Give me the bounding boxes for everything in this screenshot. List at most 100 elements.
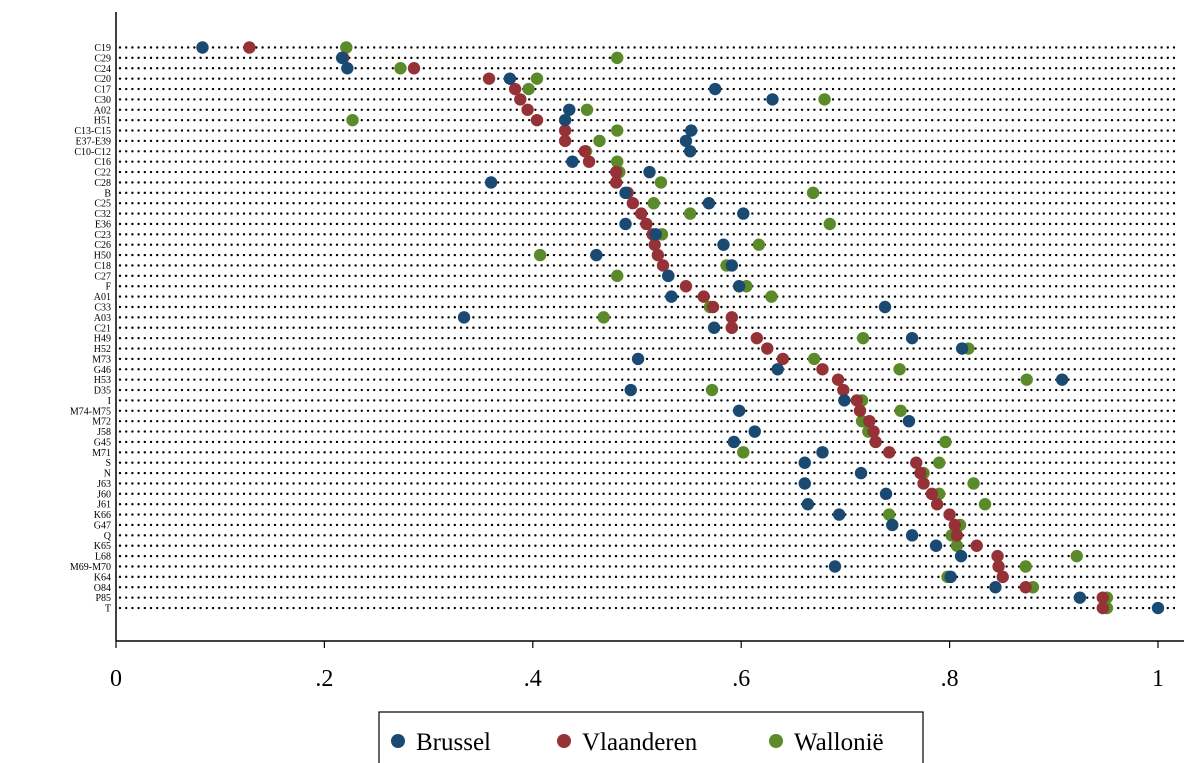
point-walloni--h50 xyxy=(533,248,547,262)
y-tick-c10-c12: C10-C12 xyxy=(74,147,111,158)
y-tick-c29: C29 xyxy=(94,53,111,64)
y-tick-c28: C28 xyxy=(94,178,111,189)
point-vlaanderen-c18 xyxy=(656,259,670,272)
y-tick-t: T xyxy=(105,604,111,615)
legend-marker-wallonie xyxy=(769,734,783,748)
y-tick-h51: H51 xyxy=(94,116,111,127)
y-tick-m73: M73 xyxy=(92,354,111,365)
y-tick-c18: C18 xyxy=(94,261,111,272)
point-walloni--h51 xyxy=(346,113,359,127)
point-walloni--c16 xyxy=(611,155,624,168)
point-walloni--g46 xyxy=(893,363,906,376)
point-walloni--c13-c15 xyxy=(611,124,624,137)
point-vlaanderen-e37-e39 xyxy=(558,134,572,148)
point-vlaanderen-o84 xyxy=(1019,581,1032,594)
point-brussel-c18 xyxy=(725,259,739,272)
y-tick-j63: J63 xyxy=(97,479,111,490)
point-vlaanderen-h51 xyxy=(530,113,544,127)
y-tick-c30: C30 xyxy=(94,95,111,106)
point-brussel-c17 xyxy=(708,82,722,96)
point-vlaanderen-h52 xyxy=(761,342,774,355)
point-brussel-k65 xyxy=(929,539,943,552)
point-vlaanderen-n xyxy=(914,466,927,480)
point-vlaanderen-j58 xyxy=(867,425,880,438)
point-brussel-t xyxy=(1151,601,1165,615)
point-vlaanderen-s xyxy=(910,456,923,469)
point-brussel-f xyxy=(732,280,746,293)
point-walloni--k65 xyxy=(950,539,964,552)
y-tick-g47: G47 xyxy=(94,520,111,531)
y-tick-c25: C25 xyxy=(94,199,111,210)
point-vlaanderen-l68 xyxy=(991,549,1004,563)
y-tick-h50: H50 xyxy=(94,251,111,262)
y-tick-c22: C22 xyxy=(94,168,111,179)
point-vlaanderen-d35 xyxy=(837,383,850,397)
x-tick-label: .6 xyxy=(732,666,750,692)
point-brussel-p85 xyxy=(1073,591,1087,604)
point-walloni--j63 xyxy=(967,477,980,490)
point-walloni--c24 xyxy=(394,62,407,75)
y-tick-k66: K66 xyxy=(94,510,111,521)
point-walloni--c28 xyxy=(654,176,668,189)
y-tick-j60: J60 xyxy=(97,489,111,500)
point-vlaanderen-c13-c15 xyxy=(558,124,572,137)
point-brussel-q xyxy=(905,529,919,542)
y-tick-c21: C21 xyxy=(94,323,111,334)
point-brussel-k66 xyxy=(832,508,846,521)
point-brussel-h49 xyxy=(905,331,919,345)
point-walloni--c29 xyxy=(611,51,624,65)
y-tick-k65: K65 xyxy=(94,541,111,552)
y-tick-a01: A01 xyxy=(94,292,111,303)
point-vlaanderen-t xyxy=(1096,601,1109,615)
y-tick-c20: C20 xyxy=(94,74,111,85)
point-walloni--d35 xyxy=(705,383,719,397)
point-vlaanderen-j61 xyxy=(930,498,944,511)
legend-label-wallonie: Wallonië xyxy=(794,729,884,756)
point-vlaanderen-c25 xyxy=(626,197,640,210)
y-tick-m74-m75: M74-M75 xyxy=(70,406,111,417)
point-walloni--b xyxy=(806,186,820,200)
point-brussel-i xyxy=(838,394,851,407)
point-vlaanderen-i xyxy=(850,394,864,407)
point-walloni--e36 xyxy=(823,217,836,231)
point-brussel-k64 xyxy=(944,570,957,584)
y-tick-c24: C24 xyxy=(94,64,111,75)
point-vlaanderen-c10-c12 xyxy=(578,145,592,158)
point-vlaanderen-c22 xyxy=(609,165,623,179)
point-walloni--c17 xyxy=(522,82,535,96)
point-brussel-m71 xyxy=(816,446,829,459)
point-brussel-m69-m70 xyxy=(828,560,842,573)
point-walloni--k66 xyxy=(882,508,896,521)
legend-label-vlaanderen: Vlaanderen xyxy=(582,729,698,756)
y-tick-k64: K64 xyxy=(94,572,111,583)
point-brussel-b xyxy=(619,186,632,200)
point-vlaanderen-g45 xyxy=(869,435,882,449)
point-walloni--e37-e39 xyxy=(593,134,606,148)
y-tick-b: B xyxy=(104,188,111,199)
y-tick-g46: G46 xyxy=(94,365,111,376)
y-tick-j58: J58 xyxy=(97,427,111,438)
point-vlaanderen-h49 xyxy=(750,331,764,345)
point-brussel-d35 xyxy=(624,383,637,397)
point-brussel-c20 xyxy=(503,72,517,85)
y-tick-c19: C19 xyxy=(94,43,111,54)
point-brussel-c29 xyxy=(335,51,349,65)
y-tick-i: I xyxy=(108,396,111,407)
point-brussel-a02 xyxy=(563,103,576,116)
point-brussel-o84 xyxy=(989,581,1002,594)
point-vlaanderen-m74-m75 xyxy=(853,404,867,417)
point-brussel-c16 xyxy=(566,155,579,168)
y-tick-a03: A03 xyxy=(94,313,111,324)
point-vlaanderen-a01 xyxy=(697,290,710,303)
y-tick-d35: D35 xyxy=(94,386,111,397)
point-vlaanderen-a02 xyxy=(521,103,534,116)
point-vlaanderen-p85 xyxy=(1096,591,1109,604)
point-walloni--g45 xyxy=(939,435,952,449)
point-vlaanderen-k64 xyxy=(996,570,1009,584)
point-brussel-m74-m75 xyxy=(732,404,746,417)
point-brussel-h50 xyxy=(590,248,603,262)
point-brussel-h51 xyxy=(558,113,572,127)
point-brussel-c30 xyxy=(766,93,779,106)
point-walloni--c32 xyxy=(683,207,697,220)
